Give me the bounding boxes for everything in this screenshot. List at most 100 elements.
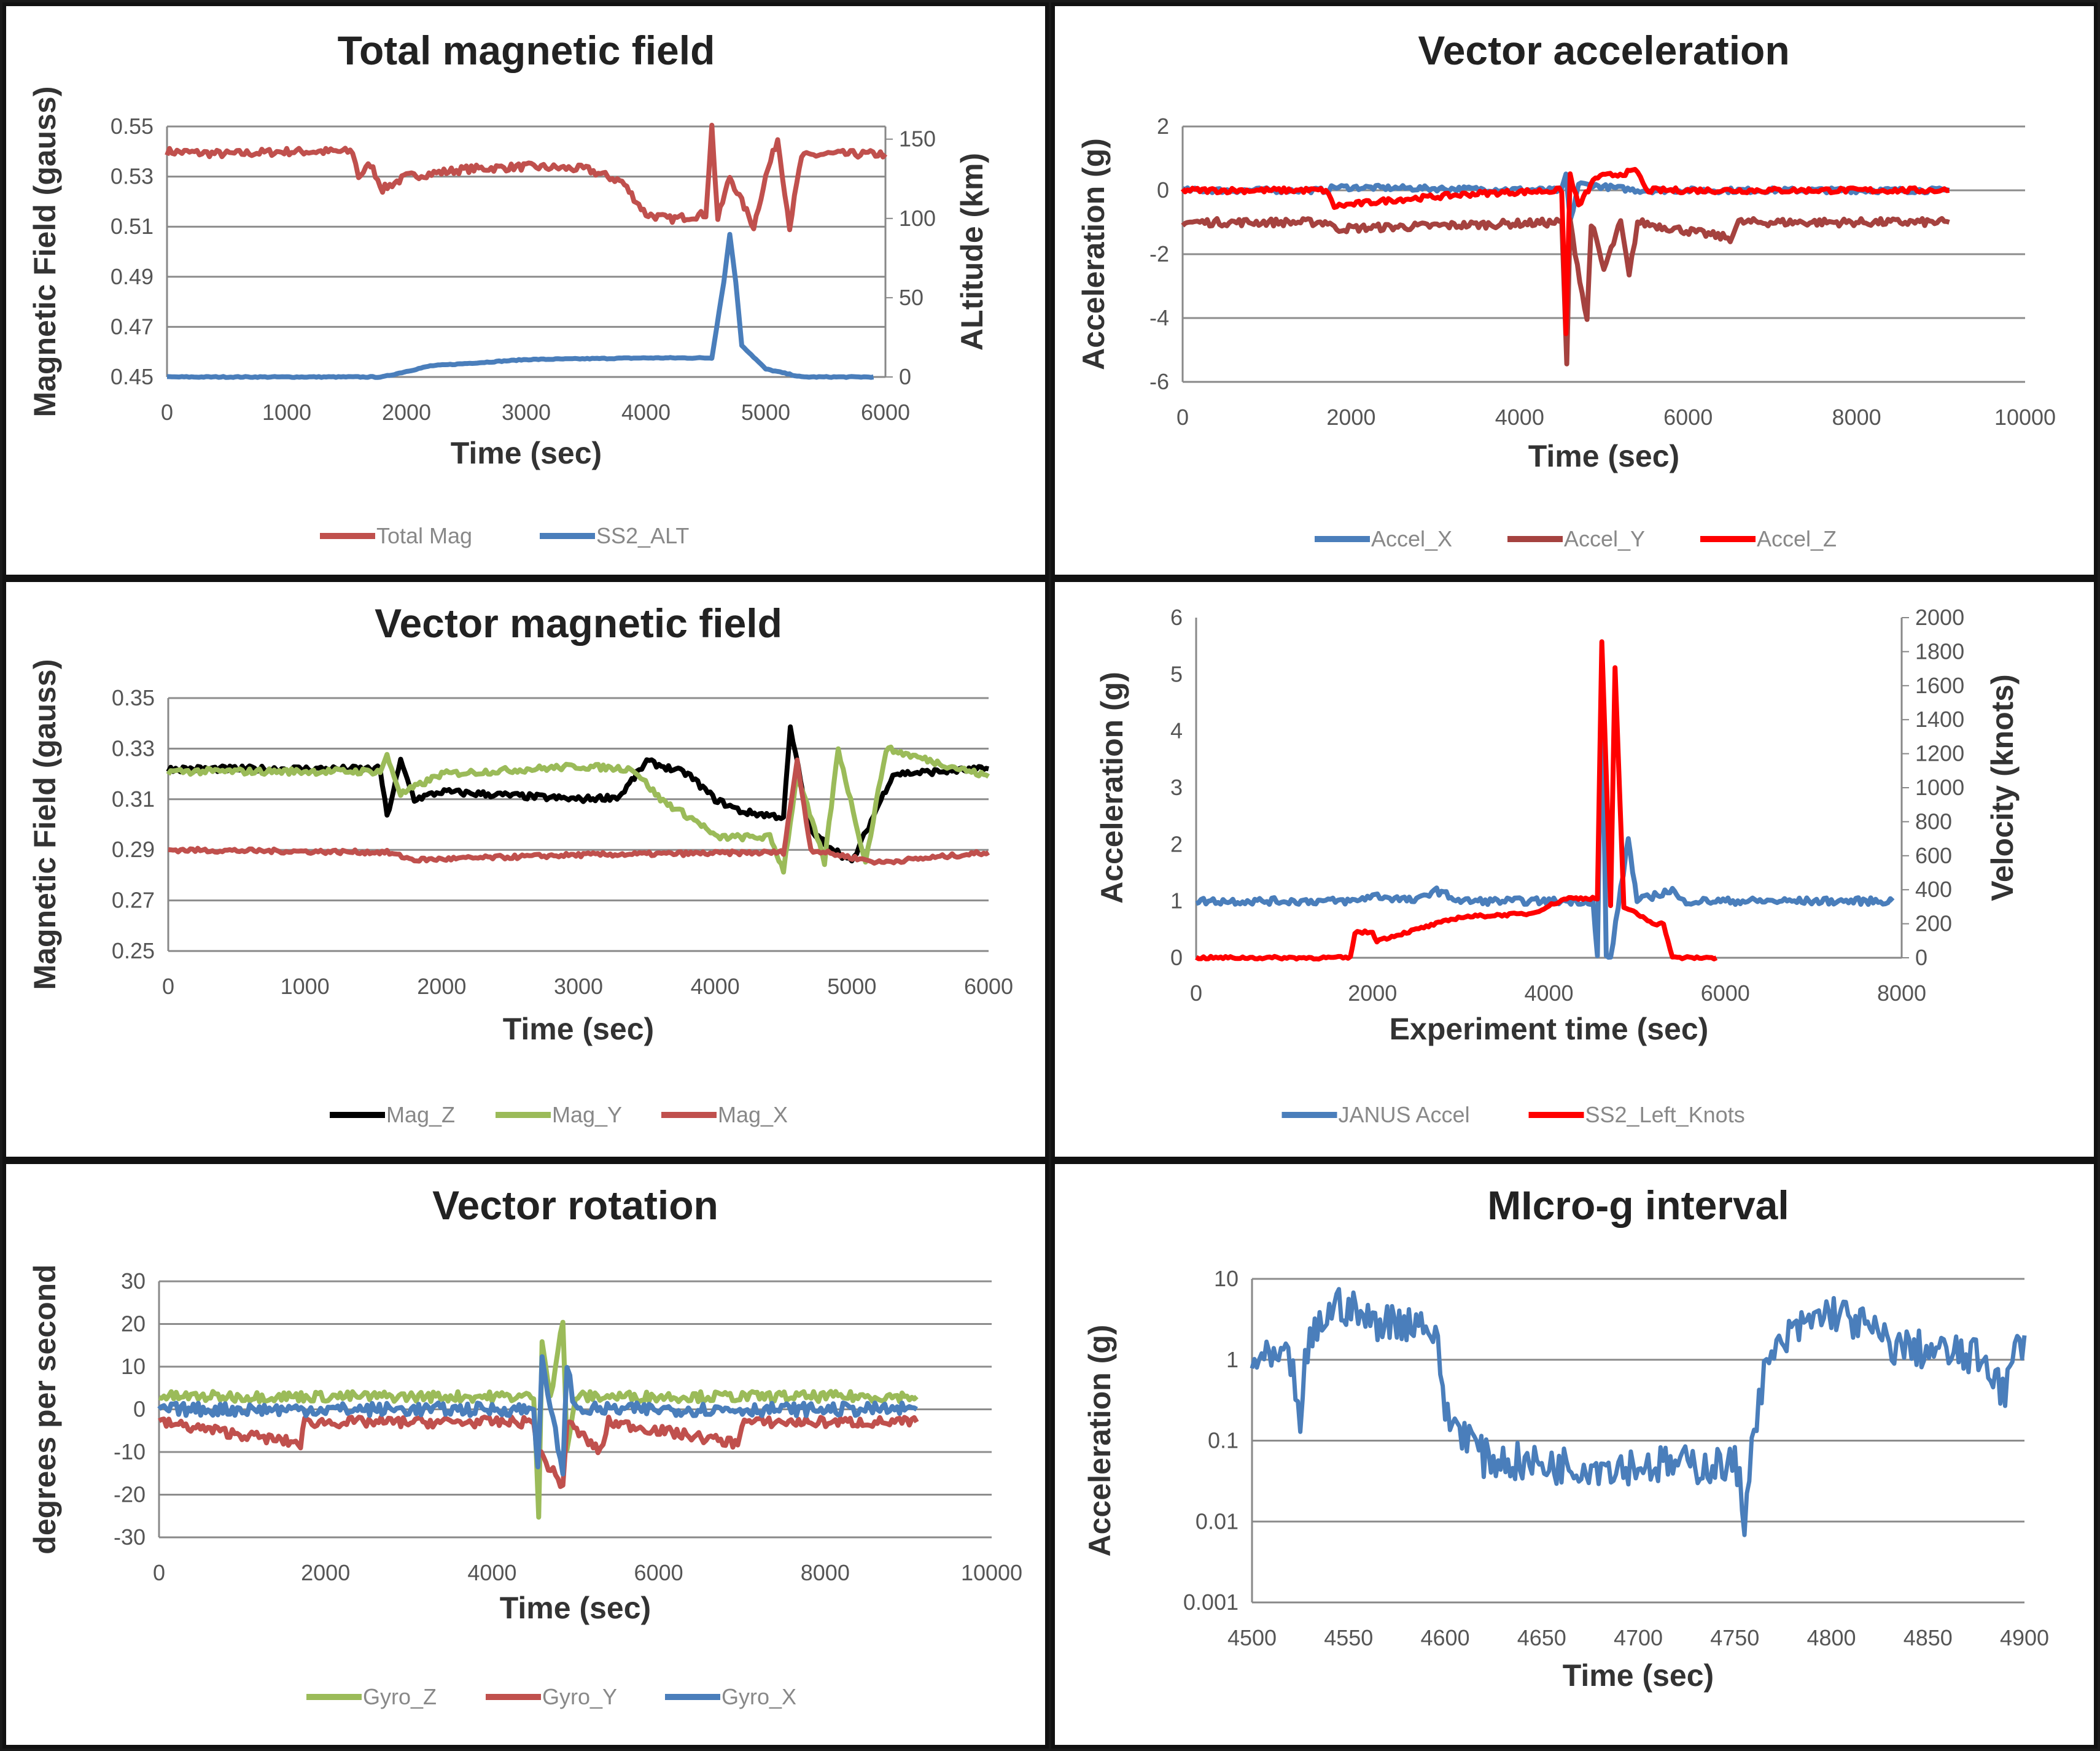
y2-tick-label: 1000 [1915,775,1964,800]
legend-label: JANUS Accel [1339,1102,1470,1127]
y2-tick-label: 0 [1915,945,1927,970]
y-tick-label: 1 [1226,1347,1239,1372]
y-axis-label: Acceleration (g) [1083,1325,1117,1557]
x-tick-label: 2000 [1348,980,1397,1006]
y-tick-label: 1 [1170,888,1183,914]
x-tick-label: 6000 [861,400,910,425]
x-tick-label: 4000 [1495,405,1544,430]
x-tick-label: 8000 [801,1560,850,1585]
chart-svg: MIcro-g interval 0.001 0.01 0.1 1 10 4500 4550 4… [1083,1182,2049,1693]
x-tick-label: 3000 [502,400,551,425]
x-tick-label: 4000 [691,974,740,999]
y-tick-label: -10 [114,1439,146,1464]
x-tick-label: 6000 [1663,405,1713,430]
legend-label: SS2_Left_Knots [1585,1102,1745,1127]
x-tick-label: 4900 [2000,1625,2049,1650]
x-tick-label: 2000 [382,400,431,425]
legend-label: Mag_X [718,1102,788,1127]
series-line-ss2-left-knots [1195,639,1718,962]
y2-tick-label: 150 [899,126,936,152]
series-line-mag-z [166,724,989,864]
y2-axis-label: ALtitude (km) [955,153,989,351]
y2-tick-label: 100 [899,206,936,231]
y2-tick-label: 200 [1915,911,1952,936]
legend-label: Mag_Z [386,1102,455,1127]
legend-label: Accel_Y [1564,526,1645,551]
x-tick-label: 4700 [1614,1625,1663,1650]
chart-svg: Vector rotation -30 -20 -10 0 10 20 30 0 2000 4000… [28,1182,1022,1709]
legend-label: Accel_Z [1757,526,1837,551]
series-line-mag-x [168,757,990,866]
y-tick-label: 0.29 [112,837,155,862]
x-axis-label: Time (sec) [500,1591,651,1625]
x-tick-label: 1000 [262,400,311,425]
y-tick-label: -6 [1149,369,1169,394]
x-tick-label: 4000 [1524,980,1573,1006]
chart-title: Total magnetic field [338,28,715,73]
x-tick-label: 0 [1176,405,1189,430]
x-tick-label: 8000 [1877,980,1926,1006]
y-tick-label: 30 [121,1268,146,1294]
x-tick-label: 0 [153,1560,165,1585]
legend-label: Total Mag [376,523,472,548]
chart-acceleration-velocity: 0 1 2 3 4 5 6 0 200 400 600 800 1000 1200 1400 1600 1800… [1051,578,2098,1160]
y-tick-label: 0.27 [112,888,155,913]
chart-title: Vector magnetic field [375,600,782,646]
y-tick-label: 0.001 [1183,1590,1239,1615]
y-tick-label: 10 [121,1354,146,1379]
x-tick-label: 0 [161,400,173,425]
legend-label: Gyro_Y [542,1684,617,1709]
y-tick-label: -20 [114,1482,146,1507]
chart-title: Vector acceleration [1418,28,1789,73]
series-line-total-mag [165,122,888,233]
x-axis-label: Time (sec) [1563,1658,1714,1693]
series-line-accel-x [1181,171,1950,223]
y2-tick-label: 800 [1915,809,1952,834]
y-axis-label: Acceleration (g) [1095,672,1129,904]
y-axis-label: degrees per second [28,1264,62,1554]
y-tick-label: 20 [121,1311,146,1337]
y-tick-label: 0.25 [112,938,155,963]
y-tick-label: 0.01 [1196,1508,1239,1534]
y-tick-label: 2 [1170,831,1183,856]
x-axis-label: Time (sec) [1528,439,1679,473]
chart-vector-rotation: Vector rotation -30 -20 -10 0 10 20 30 0 2000 4000… [2,1160,1049,1749]
chart-micro-g-interval: MIcro-g interval 0.001 0.01 0.1 1 10 4500 4550 4… [1051,1160,2098,1749]
y-tick-label: 0.31 [112,786,155,812]
chart-svg: Vector acceleration -6 -4 -2 0 2 0 2000 4000 6000… [1076,28,2056,551]
y-tick-label: 0.45 [111,364,154,389]
series-line-mag-y [166,744,990,875]
y2-tick-label: 1200 [1915,741,1964,766]
y-tick-label: 0.53 [111,164,154,189]
x-tick-label: 8000 [1832,405,1881,430]
legend-label: Gyro_X [721,1684,796,1709]
y-tick-label: 3 [1170,775,1183,800]
x-tick-label: 4650 [1517,1625,1566,1650]
series-line-ss2-alt [166,231,874,380]
y-tick-label: 0 [1157,177,1169,203]
y-axis-label: Magnetic Field (gauss) [28,87,62,417]
series-line-accel-z [1180,166,1950,336]
chart-title: Vector rotation [432,1182,718,1228]
chart-title: MIcro-g interval [1487,1182,1789,1228]
x-tick-label: 5000 [741,400,790,425]
legend-label: Gyro_Z [363,1684,437,1709]
x-tick-label: 4000 [467,1560,516,1585]
x-tick-label: 4550 [1324,1625,1373,1650]
y-tick-label: 0.47 [111,314,154,339]
y-tick-label: 0.49 [111,264,154,289]
y-tick-label: 0.33 [112,736,155,761]
x-tick-label: 10000 [1994,405,2056,430]
y-tick-label: 0 [133,1397,146,1422]
chart-svg: Total magnetic field 0.45 0.47 0.49 0.51 0.53… [28,28,989,548]
y2-tick-label: 0 [899,364,911,389]
y-tick-label: 0.35 [112,685,155,710]
x-tick-label: 2000 [417,974,466,999]
series-line-series [1250,1287,2027,1537]
y2-tick-label: 1600 [1915,673,1964,698]
y-tick-label: 0.1 [1208,1428,1239,1453]
legend-label: Mag_Y [552,1102,622,1127]
y-axis-label: Acceleration (g) [1076,138,1111,370]
x-tick-label: 2000 [301,1560,350,1585]
x-tick-label: 6000 [1701,980,1750,1006]
